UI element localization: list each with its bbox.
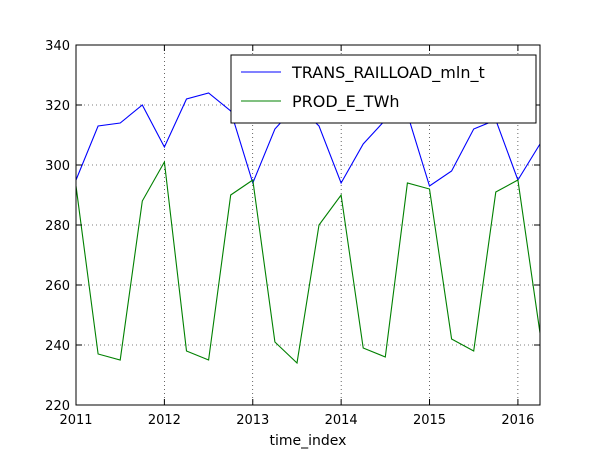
- x-tick-label: 2011: [59, 413, 92, 428]
- y-tick-label: 340: [45, 39, 70, 54]
- legend-box: [230, 54, 537, 124]
- legend-label: TRANS_RAILLOAD_mln_t: [291, 63, 485, 83]
- series-line-PROD_E_TWh: [75, 160, 541, 365]
- y-tick-label: 220: [45, 399, 70, 414]
- x-axis-label: time_index: [270, 433, 347, 449]
- legend-label: PROD_E_TWh: [292, 92, 400, 112]
- y-tick-label: 320: [45, 99, 70, 114]
- y-tick-label: 240: [45, 339, 70, 354]
- axis-ticks: 2011 2012 2013 2014 2015 2016 220 240 260 280 300 3…: [45, 39, 540, 428]
- x-tick-label: 2015: [413, 413, 446, 428]
- y-tick-label: 280: [45, 219, 70, 234]
- x-tick-label: 2014: [325, 413, 358, 428]
- legend: TRANS_RAILLOAD_mln_t PROD_E_TWh: [230, 54, 537, 124]
- y-tick-label: 260: [45, 279, 70, 294]
- x-tick-label: 2016: [501, 413, 534, 428]
- y-tick-label: 300: [45, 159, 70, 174]
- x-tick-label: 2012: [148, 413, 181, 428]
- x-tick-label: 2013: [236, 413, 269, 428]
- series-lines: [75, 92, 541, 365]
